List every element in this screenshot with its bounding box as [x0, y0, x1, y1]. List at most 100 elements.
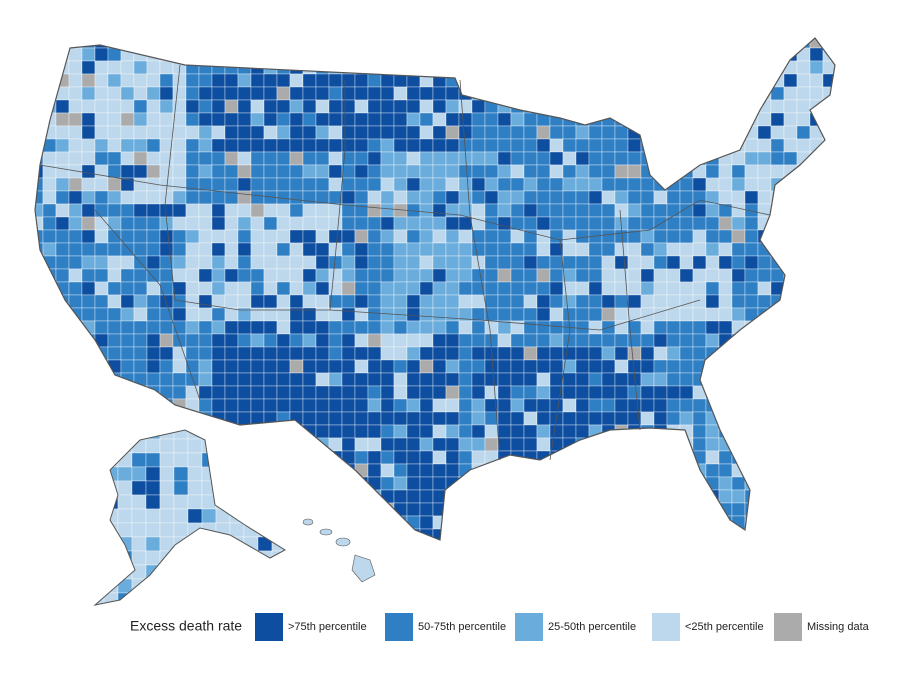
county-cell: [666, 489, 681, 504]
county-cell: [341, 216, 356, 231]
county-cell: [81, 515, 96, 530]
county-cell: [536, 528, 551, 540]
county-cell: [497, 151, 512, 166]
county-cell: [289, 73, 304, 88]
county-cell: [471, 151, 486, 166]
county-cell: [640, 437, 655, 452]
county-cell: [770, 307, 785, 322]
county-cell: [497, 463, 512, 478]
county-cell: [653, 125, 668, 140]
county-cell: [381, 542, 394, 555]
county-cell: [250, 515, 265, 530]
legend-swatch: [255, 613, 283, 641]
county-cell: [549, 320, 564, 335]
county-cell: [419, 502, 434, 517]
county-cell: [328, 125, 343, 140]
county-cell: [68, 515, 83, 530]
county-cell: [692, 372, 707, 387]
county-cell: [263, 177, 278, 192]
county-cell: [510, 346, 525, 361]
county-cell: [146, 255, 161, 270]
county-cell: [341, 307, 356, 322]
county-cell: [770, 346, 785, 361]
county-cell: [68, 411, 83, 426]
county-cell: [367, 281, 382, 296]
county-cell: [445, 60, 460, 75]
county-cell: [640, 177, 655, 192]
county-cell: [81, 216, 96, 231]
county-cell: [406, 268, 421, 283]
county-cell: [614, 450, 629, 465]
county-cell: [35, 424, 44, 439]
county-cell: [419, 398, 434, 413]
county-cell: [419, 515, 434, 530]
county-cell: [653, 268, 668, 283]
county-cell: [81, 281, 96, 296]
county-cell: [718, 38, 733, 49]
county-cell: [419, 320, 434, 335]
county-cell: [471, 112, 486, 127]
county-cell: [243, 564, 259, 580]
county-cell: [225, 542, 238, 555]
county-cell: [94, 294, 109, 309]
county-cell: [849, 412, 862, 425]
county-cell: [614, 307, 629, 322]
county-cell: [243, 578, 259, 594]
county-cell: [836, 139, 849, 152]
county-cell: [849, 243, 862, 256]
county-cell: [549, 398, 564, 413]
county-cell: [588, 398, 603, 413]
county-cell: [243, 508, 259, 524]
county-cell: [94, 242, 109, 257]
county-cell: [484, 112, 499, 127]
county-cell: [692, 60, 707, 75]
county-cell: [289, 450, 304, 465]
county-cell: [107, 177, 122, 192]
county-cell: [117, 522, 133, 538]
county-cell: [458, 73, 473, 88]
county-cell: [445, 528, 460, 540]
county-cell: [458, 60, 473, 75]
county-cell: [523, 320, 538, 335]
county-cell: [198, 333, 213, 348]
county-cell: [159, 38, 174, 49]
county-cell: [484, 229, 499, 244]
county-cell: [809, 190, 824, 205]
county-cell: [211, 73, 226, 88]
county-cell: [131, 494, 147, 510]
county-cell: [419, 112, 434, 127]
county-cell: [315, 47, 330, 62]
county-cell: [796, 294, 811, 309]
county-cell: [315, 86, 330, 101]
county-cell: [107, 86, 122, 101]
county-cell: [250, 385, 265, 400]
county-cell: [81, 450, 96, 465]
county-cell: [95, 430, 105, 440]
county-cell: [185, 307, 200, 322]
county-cell: [263, 333, 278, 348]
county-cell: [783, 138, 798, 153]
county-cell: [257, 564, 273, 580]
county-cell: [601, 47, 616, 62]
county-cell: [484, 320, 499, 335]
county-cell: [809, 307, 824, 322]
county-cell: [484, 190, 499, 205]
county-cell: [198, 216, 213, 231]
county-cell: [229, 550, 245, 566]
county-cell: [497, 424, 512, 439]
county-cell: [35, 242, 44, 257]
county-cell: [198, 112, 213, 127]
county-cell: [705, 38, 720, 49]
county-cell: [224, 99, 239, 114]
county-cell: [68, 320, 83, 335]
county-cell: [731, 229, 746, 244]
county-cell: [354, 307, 369, 322]
county-cell: [458, 424, 473, 439]
county-cell: [341, 411, 356, 426]
county-cell: [145, 578, 161, 594]
county-cell: [42, 190, 57, 205]
county-cell: [94, 112, 109, 127]
county-cell: [68, 125, 83, 140]
county-cell: [185, 216, 200, 231]
county-cell: [95, 508, 105, 524]
